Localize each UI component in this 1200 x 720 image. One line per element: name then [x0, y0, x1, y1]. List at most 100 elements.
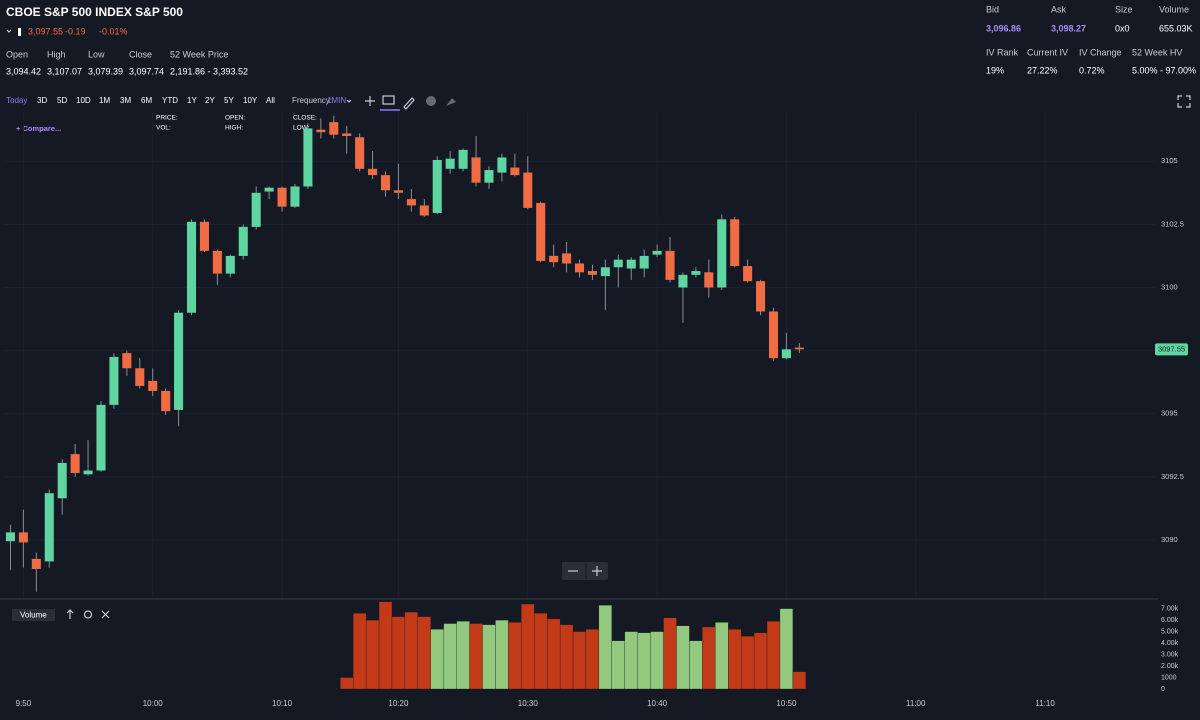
volume-bar: [611, 640, 625, 690]
candle-body: [665, 250, 675, 280]
stat-label: 52 Week HV: [1132, 47, 1182, 57]
candle-body: [484, 170, 494, 183]
candle-body: [536, 202, 546, 261]
range-button[interactable]: 3D: [37, 96, 47, 105]
candle-body: [626, 259, 636, 269]
candle-body: [471, 157, 481, 183]
candle-body: [794, 347, 804, 350]
volume-bar: [456, 621, 470, 690]
candle-body: [445, 158, 455, 169]
candle-body: [730, 219, 740, 267]
time-axis-label: 10:40: [647, 699, 668, 708]
range-button[interactable]: 3M: [120, 96, 131, 105]
candle-body: [419, 205, 429, 216]
stat-value: 3,079.39: [88, 66, 123, 76]
volume-pane-tag: [12, 609, 55, 621]
candle-body: [691, 271, 701, 275]
volume-bar: [792, 671, 806, 690]
candle-body: [639, 255, 649, 269]
time-axis-label: 9:50: [16, 699, 32, 708]
volume-axis-label: 2.00k: [1161, 663, 1179, 670]
time-axis-label: 10:50: [776, 699, 797, 708]
volume-bar: [663, 617, 677, 690]
readout-label: LOW:: [293, 125, 310, 132]
quote-marker: [18, 28, 21, 36]
volume-bar: [547, 618, 561, 690]
quote-price: 3,097.55: [28, 26, 63, 36]
frequency-value[interactable]: 1MIN: [327, 96, 346, 105]
range-button[interactable]: 10D: [76, 96, 91, 105]
candle-body: [225, 255, 235, 274]
time-axis-label: 10:10: [272, 699, 293, 708]
candle-body: [70, 454, 80, 474]
volume-bar: [650, 631, 664, 690]
range-button[interactable]: Today: [6, 96, 27, 105]
range-button[interactable]: 10Y: [243, 96, 258, 105]
candle-body: [44, 493, 54, 562]
range-button[interactable]: 2Y: [205, 96, 215, 105]
stat-label: Volume: [1159, 4, 1189, 14]
volume-bar: [559, 624, 574, 690]
stat-value: 655.03K: [1159, 23, 1193, 33]
stat-value: 5.00% - 97.00%: [1132, 65, 1196, 75]
candle-body: [743, 266, 753, 282]
fullscreen-button[interactable]: [1177, 95, 1191, 108]
volume-bar: [521, 603, 535, 690]
candle-body: [380, 175, 391, 191]
stat-value: 27.22%: [1027, 65, 1058, 75]
candle-body: [161, 390, 171, 412]
candle-body: [122, 353, 132, 369]
range-button[interactable]: 5D: [57, 96, 67, 105]
time-axis-label: 11:00: [906, 699, 926, 708]
range-button[interactable]: All: [266, 96, 275, 105]
range-button[interactable]: 1Y: [187, 96, 197, 105]
candle-body: [562, 253, 572, 264]
zoom-in-button[interactable]: [592, 566, 602, 576]
range-button[interactable]: 6M: [141, 96, 152, 105]
indicator-tool[interactable]: [426, 96, 436, 106]
volume-bar: [495, 619, 509, 690]
volume-bar: [417, 616, 431, 690]
volume-bar: [676, 625, 690, 690]
candle-body: [329, 122, 339, 135]
compare-button[interactable]: + Compare...: [16, 124, 61, 133]
volume-bar: [572, 631, 587, 690]
pane-close-button[interactable]: [101, 610, 110, 619]
range-button[interactable]: 5Y: [224, 96, 234, 105]
candle-body: [523, 172, 533, 208]
candle-body: [303, 128, 313, 187]
last-price-tag: [1155, 343, 1188, 356]
chart-style-tool[interactable]: [382, 95, 395, 105]
candle-body: [109, 356, 119, 405]
candle-body: [600, 267, 610, 277]
stat-value: 3,094.42: [6, 66, 41, 76]
stat-label: Close: [129, 49, 152, 59]
stat-value: 0.72%: [1079, 65, 1105, 75]
volume-axis-label: 7.00k: [1161, 605, 1179, 612]
volume-bar: [469, 623, 483, 690]
frequency-caret[interactable]: [346, 99, 352, 103]
pane-settings-button[interactable]: [83, 610, 93, 619]
candle-body: [368, 168, 378, 176]
crosshair-tool[interactable]: [365, 96, 375, 106]
time-axis-label: 10:00: [143, 699, 164, 708]
candle-body: [96, 404, 106, 471]
volume-bar: [585, 629, 600, 690]
quote-caret[interactable]: [6, 29, 12, 33]
stat-label: Low: [88, 49, 105, 59]
candle-body: [613, 259, 623, 268]
candle-body: [174, 312, 184, 410]
candle-body: [342, 133, 352, 136]
share-tool[interactable]: [446, 98, 456, 106]
candle-body: [510, 167, 520, 176]
draw-tool[interactable]: [403, 97, 415, 110]
stat-label: High: [47, 49, 66, 59]
candle-body: [238, 226, 248, 256]
candle-body: [704, 272, 714, 288]
pane-up-button[interactable]: [66, 609, 74, 619]
volume-bar: [378, 601, 393, 690]
range-button[interactable]: 1M: [99, 96, 110, 105]
stat-label: Ask: [1051, 4, 1067, 14]
range-button[interactable]: YTD: [162, 96, 178, 105]
